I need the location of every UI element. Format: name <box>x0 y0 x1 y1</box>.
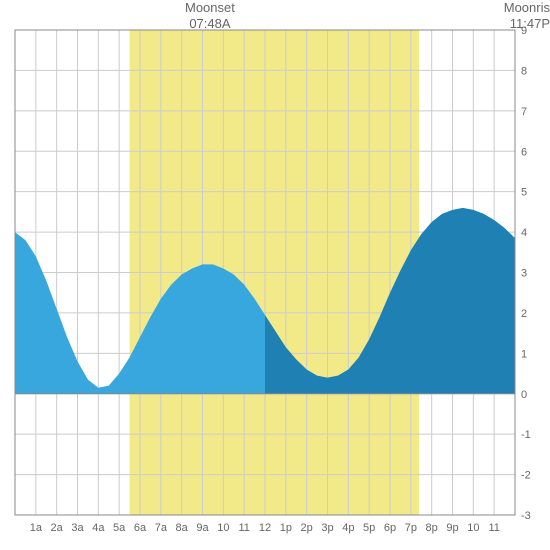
svg-text:1p: 1p <box>280 522 292 534</box>
svg-text:8: 8 <box>521 65 527 77</box>
svg-text:2: 2 <box>521 308 527 320</box>
svg-text:4p: 4p <box>342 522 354 534</box>
svg-text:7a: 7a <box>155 522 168 534</box>
svg-text:5p: 5p <box>363 522 375 534</box>
svg-text:4: 4 <box>521 227 527 239</box>
moonrise-title: Moonris <box>504 0 550 16</box>
chart-svg: -3-2-101234567891a2a3a4a5a6a7a8a9a101112… <box>0 0 550 550</box>
svg-text:7: 7 <box>521 106 527 118</box>
svg-text:0: 0 <box>521 389 527 401</box>
moonset-header: Moonset 07:48A <box>185 0 235 31</box>
svg-text:-2: -2 <box>521 470 531 482</box>
moonrise-header: Moonris 11:47P <box>504 0 550 31</box>
svg-text:-1: -1 <box>521 429 531 441</box>
svg-text:9p: 9p <box>446 522 458 534</box>
svg-text:11: 11 <box>488 522 499 534</box>
svg-text:1: 1 <box>521 348 527 360</box>
svg-text:5: 5 <box>521 187 527 199</box>
svg-text:8a: 8a <box>176 522 189 534</box>
svg-text:7p: 7p <box>405 522 417 534</box>
svg-text:9a: 9a <box>196 522 209 534</box>
svg-text:5a: 5a <box>113 522 126 534</box>
tide-chart: Moonset 07:48A Moonris 11:47P -3-2-10123… <box>0 0 550 550</box>
svg-text:2p: 2p <box>301 522 313 534</box>
moonset-title: Moonset <box>185 0 235 16</box>
svg-text:8p: 8p <box>426 522 438 534</box>
svg-text:6a: 6a <box>134 522 147 534</box>
svg-text:12: 12 <box>259 522 271 534</box>
moonrise-time: 11:47P <box>504 16 550 32</box>
moonset-time: 07:48A <box>185 16 235 32</box>
svg-text:6p: 6p <box>384 522 396 534</box>
svg-text:6: 6 <box>521 146 527 158</box>
svg-text:10: 10 <box>467 522 479 534</box>
svg-text:1a: 1a <box>30 522 43 534</box>
svg-text:3a: 3a <box>71 522 84 534</box>
svg-text:3: 3 <box>521 268 527 280</box>
svg-text:4a: 4a <box>92 522 105 534</box>
svg-text:2a: 2a <box>51 522 64 534</box>
svg-text:-3: -3 <box>521 510 531 522</box>
svg-text:10: 10 <box>217 522 229 534</box>
svg-text:11: 11 <box>238 522 249 534</box>
svg-text:3p: 3p <box>321 522 333 534</box>
